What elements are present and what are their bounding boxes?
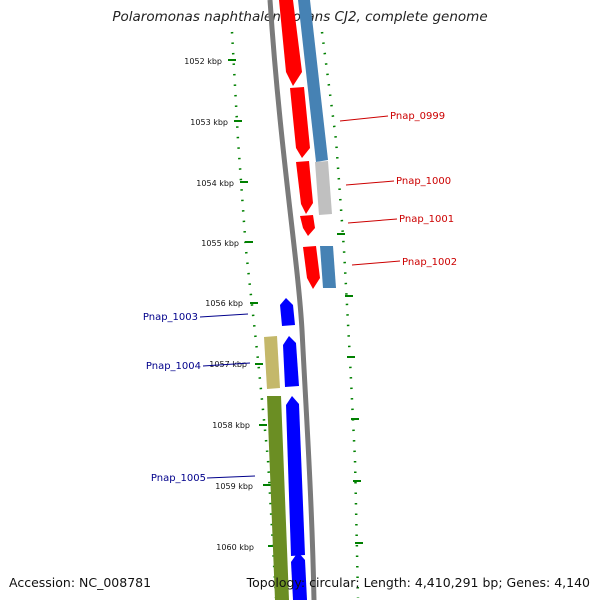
- gene-segment-pnap-1003[interactable]: [280, 298, 295, 326]
- gene-segment-pnap-1000[interactable]: [296, 161, 313, 214]
- tick-label-1054: 1054 kbp: [196, 179, 234, 188]
- tick-label-1059: 1059 kbp: [215, 482, 253, 491]
- accession-text: Accession: NC_008781: [9, 575, 152, 590]
- gene-label-pnap-1005[interactable]: Pnap_1005: [151, 473, 206, 484]
- forward-strand-genes: [279, 0, 336, 289]
- leader-1001: [347, 218, 398, 224]
- gene-label-pnap-1003[interactable]: Pnap_1003: [143, 312, 198, 323]
- leader-0999: [339, 115, 389, 122]
- tick-label-1052: 1052 kbp: [184, 57, 222, 66]
- gene-segment-pnap-1005[interactable]: [286, 396, 305, 556]
- topology-text: Topology: circular; Length: 4,410,291 bp…: [246, 575, 590, 590]
- gene-label-pnap-1002[interactable]: Pnap_1002: [402, 257, 457, 268]
- gene-segment-pnap-1004[interactable]: [283, 336, 299, 387]
- tick-label-1055: 1055 kbp: [201, 239, 239, 248]
- gene-label-pnap-1000[interactable]: Pnap_1000: [396, 176, 451, 187]
- gene-segment-olive-1004[interactable]: [264, 336, 280, 389]
- gene-segment-steelblue-1002[interactable]: [320, 246, 336, 288]
- tick-label-1060: 1060 kbp: [216, 543, 254, 552]
- gene-segment-next[interactable]: [291, 552, 307, 600]
- genome-backbone: [267, 0, 317, 600]
- gene-segment-gray-1000[interactable]: [315, 161, 332, 215]
- gene-segment-pnap-0999[interactable]: [290, 87, 310, 158]
- label-leaders: [199, 115, 401, 479]
- gene-segment-0998[interactable]: [279, 0, 302, 86]
- tick-label-1056: 1056 kbp: [205, 299, 243, 308]
- gene-segment-pnap-1002[interactable]: [303, 246, 320, 289]
- gene-segment-pnap-1001[interactable]: [300, 215, 315, 236]
- tick-label-1053: 1053 kbp: [190, 118, 228, 127]
- outer-dotted-ring: [230, 31, 278, 599]
- inner-dotted-ring: [320, 31, 360, 599]
- leader-1000: [345, 180, 395, 186]
- gene-label-pnap-1001[interactable]: Pnap_1001: [399, 214, 454, 225]
- leader-1003: [199, 313, 249, 318]
- tick-label-1058: 1058 kbp: [212, 421, 250, 430]
- reverse-strand-genes: [264, 298, 307, 600]
- leader-1002: [351, 260, 401, 266]
- gene-segment-olive-1005[interactable]: [267, 396, 289, 600]
- gene-segment-steelblue-0999[interactable]: [298, 0, 328, 162]
- gene-label-pnap-1004[interactable]: Pnap_1004: [146, 361, 201, 372]
- gene-label-pnap-0999[interactable]: Pnap_0999: [390, 111, 445, 122]
- leader-1004: [202, 362, 251, 367]
- leader-1005: [206, 475, 256, 479]
